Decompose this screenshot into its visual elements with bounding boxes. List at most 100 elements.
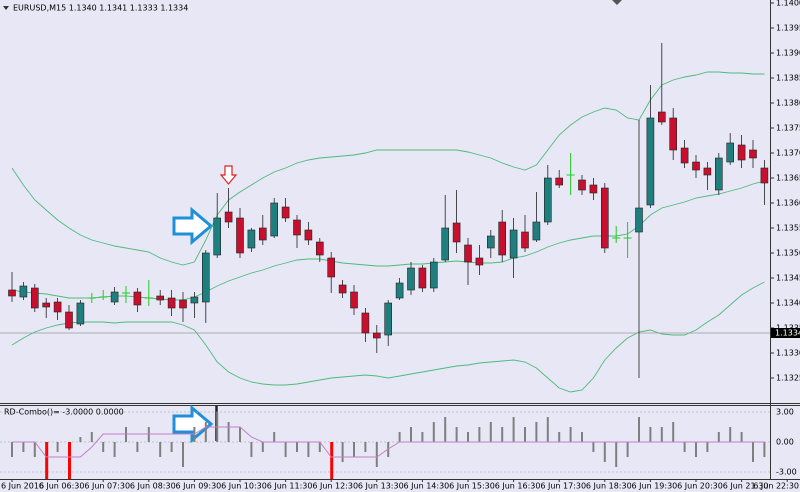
candle-body	[452, 222, 461, 243]
candle-body	[156, 295, 164, 301]
candle-body	[213, 217, 221, 256]
histogram-bar	[546, 417, 549, 442]
candle-body	[441, 227, 450, 261]
y-tick-label: 1.1385	[776, 74, 800, 83]
histogram-bar	[740, 432, 743, 442]
histogram-bar	[569, 427, 572, 442]
histogram-bar	[261, 442, 264, 452]
histogram-bar	[33, 442, 36, 457]
histogram-bar	[467, 432, 469, 442]
x-tick-label: 6 Jun 11:30	[267, 482, 313, 491]
histogram-bar	[56, 442, 59, 452]
signal-line	[12, 426, 765, 458]
histogram-bar	[672, 422, 675, 442]
candle-body	[737, 144, 746, 161]
histogram-bar	[603, 442, 606, 462]
y-tick-label: 1.1330	[776, 349, 800, 358]
candle-body	[714, 157, 723, 191]
histogram-bar	[250, 442, 253, 457]
y-tick-label: 3.00	[776, 408, 794, 417]
x-tick-label: 6 Jun 15:30	[449, 482, 495, 491]
candle-body	[600, 187, 609, 249]
candle-body	[293, 219, 301, 236]
x-tick-label: 6 Jun 10:30	[221, 482, 267, 491]
histogram-bar	[341, 442, 344, 462]
x-tick-label: 6 Jun 2016	[1, 482, 44, 491]
candle-body	[8, 289, 16, 297]
last-price-label: 1.1334	[775, 329, 800, 338]
candle-body	[669, 117, 678, 151]
histogram-bar	[79, 437, 82, 442]
y-tick-label: 1.1325	[776, 374, 800, 383]
y-tick-label: 1.1400	[776, 0, 800, 8]
candle-body	[258, 227, 267, 241]
y-tick-label: 1.1350	[776, 249, 800, 258]
candle-body	[464, 244, 472, 263]
histogram-bar	[421, 432, 424, 442]
candle-body	[224, 211, 233, 223]
x-tick-label: 6 Jun 14:30	[404, 482, 450, 491]
candle-body	[236, 217, 244, 254]
histogram-bar	[512, 417, 515, 442]
candle-body	[350, 291, 358, 309]
histogram-bar	[489, 422, 492, 442]
candle-body	[703, 167, 712, 176]
blue-arrow	[172, 206, 214, 246]
x-tick-label: 6 Jun 22:30	[753, 482, 799, 491]
histogram-bar	[318, 442, 321, 452]
candle-body	[304, 229, 313, 241]
candle-body	[133, 291, 142, 306]
candle-body	[110, 291, 119, 303]
histogram-bar	[455, 427, 458, 442]
histogram-bar	[524, 427, 526, 442]
candle-body	[327, 257, 336, 278]
candle-body	[384, 302, 393, 336]
y-tick-label: 1.1380	[776, 99, 800, 108]
menu-icon[interactable]	[3, 6, 9, 10]
histogram-bar	[113, 442, 116, 457]
y-tick-label: -3.00	[776, 468, 797, 477]
y-tick-label: 1.1340	[776, 299, 800, 308]
histogram-bar	[284, 442, 287, 457]
x-tick-label: 6 Jun 07:30	[84, 482, 130, 491]
histogram-bar	[239, 427, 241, 442]
histogram-bar	[170, 442, 173, 452]
candle-body	[338, 284, 347, 294]
y-tick-label: 1.1355	[776, 224, 800, 233]
histogram-bar	[307, 442, 310, 457]
x-tick-label: 6 Jun 19:30	[632, 482, 678, 491]
candle-body	[270, 202, 279, 237]
y-tick-label: 1.1345	[776, 274, 800, 283]
candle-body	[65, 311, 73, 329]
candle-body	[315, 241, 324, 256]
histogram-bar	[296, 442, 298, 452]
histogram-bar	[501, 427, 504, 442]
histogram-bar	[729, 427, 732, 442]
candle-body	[657, 111, 666, 123]
candle-body	[475, 257, 484, 266]
histogram-bar	[592, 442, 595, 452]
histogram-bar	[535, 422, 538, 442]
candle-body	[247, 229, 256, 249]
y-tick-label: 1.1360	[776, 199, 800, 208]
histogram-bar	[432, 422, 435, 442]
blue-arrow	[172, 404, 214, 444]
candle-body	[407, 267, 415, 291]
x-tick-label: 6 Jun 20:30	[677, 482, 723, 491]
histogram-bar	[204, 422, 207, 442]
histogram-bar	[752, 442, 754, 462]
chart-title: EURUSD,M15 1.1340 1.1341 1.1333 1.1334	[13, 4, 188, 13]
candle-body	[760, 167, 769, 184]
histogram-bar	[22, 442, 25, 452]
histogram-bar	[159, 442, 162, 457]
x-tick-label: 6 Jun 21:30	[723, 482, 769, 491]
y-tick-label: 1.1395	[776, 24, 800, 33]
y-tick-label: 1.1375	[776, 124, 800, 133]
candle-body	[30, 287, 39, 309]
histogram-bar	[478, 427, 481, 442]
histogram-bar	[45, 442, 49, 479]
histogram-bar	[410, 427, 412, 442]
histogram-bar	[626, 442, 629, 457]
